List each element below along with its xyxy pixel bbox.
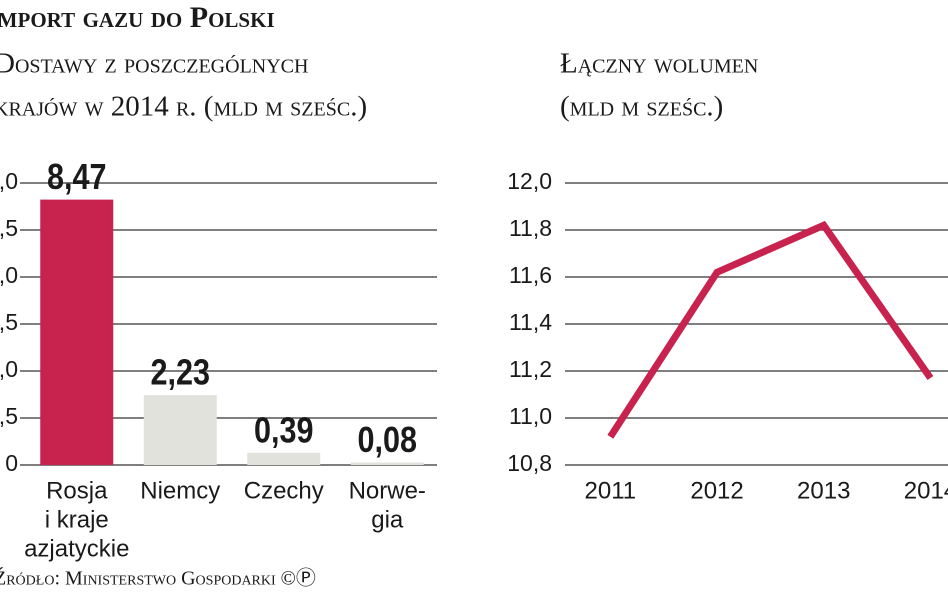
y-tick-label: 1,5 — [0, 403, 18, 429]
bar — [40, 199, 114, 465]
y-tick-label: 6,0 — [0, 262, 18, 288]
y-tick-label: 10,8 — [507, 450, 552, 476]
chart-subtitle: Dostawy z poszczególnych — [0, 48, 308, 80]
x-tick-label: 2013 — [797, 477, 850, 504]
line — [607, 220, 934, 439]
source: Źródło: Ministerstwo Gospodarki ©Ⓟ — [0, 567, 316, 590]
value-label: 0,08 — [357, 421, 417, 461]
value-label: 8,47 — [47, 158, 107, 198]
y-tick-label: 9,0 — [0, 168, 18, 194]
bar — [143, 395, 217, 465]
x-tick-label: 2011 — [585, 477, 637, 504]
y-tick-label: 7,5 — [0, 215, 18, 241]
y-tick-label: 4,5 — [0, 309, 18, 335]
y-tick-label: 11,0 — [509, 403, 552, 429]
y-tick-label: 3,0 — [0, 356, 18, 382]
value-label: 2,23 — [150, 353, 210, 393]
x-tick-label: 2014 — [904, 477, 948, 504]
value-label: 0,39 — [254, 411, 314, 451]
y-tick-label: 11,6 — [509, 262, 552, 288]
x-tick-label: i kraje — [45, 506, 109, 533]
x-tick-label: Niemcy — [140, 477, 220, 504]
x-tick-label: Czechy — [244, 477, 324, 504]
x-tick-label: Rosja — [46, 477, 108, 504]
y-tick-label: 0 — [5, 450, 18, 476]
x-tick-label: azjatyckie — [24, 535, 129, 562]
chart-title: Import gazu do Polski — [0, 1, 275, 34]
y-tick-label: 11,4 — [509, 309, 552, 335]
bar — [247, 452, 321, 465]
bar — [350, 462, 424, 465]
x-tick-label: Norwe- — [349, 477, 426, 504]
x-tick-label: gia — [371, 506, 404, 533]
chart-subtitle: krajów w 2014 r. (mld m sześc.) — [0, 91, 367, 123]
chart-subtitle: (mld m sześc.) — [560, 91, 723, 123]
x-tick-label: 2012 — [690, 477, 743, 504]
y-tick-label: 11,2 — [509, 356, 552, 382]
chart-subtitle: Łączny wolumen — [560, 48, 758, 80]
y-tick-label: 11,8 — [509, 215, 552, 241]
y-tick-label: 12,0 — [507, 168, 552, 194]
